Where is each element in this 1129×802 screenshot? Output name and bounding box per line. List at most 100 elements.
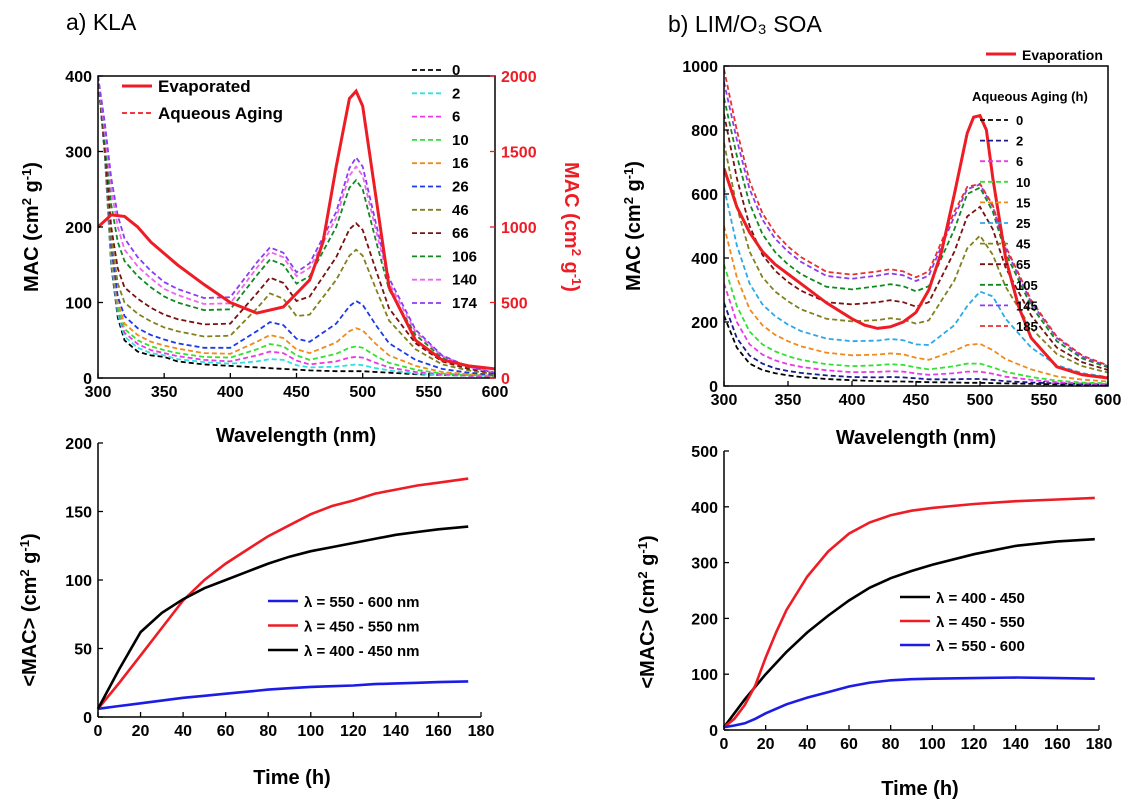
series-clip — [724, 69, 1108, 386]
x-tick-label: 500 — [967, 392, 994, 409]
panel-b-bottom: 0 20 40 60 80 100 120 140 160 180 0 100 200 300 400 50… — [635, 444, 1113, 800]
x-tick-label: 80 — [259, 723, 277, 740]
y-tick-label: 800 — [691, 123, 718, 140]
x-tick-label: 400 — [217, 384, 244, 401]
x-tick-label: 160 — [1044, 736, 1071, 753]
legend-label: 145 — [1016, 298, 1038, 313]
legend-label: 140 — [452, 272, 477, 289]
x-tick-label: 300 — [85, 384, 112, 401]
x-tick-label: 60 — [840, 736, 858, 753]
x-tick-label: 300 — [711, 392, 738, 409]
legend-label: 2 — [452, 85, 460, 102]
legend-label: 66 — [452, 225, 469, 242]
aging-curve-105 — [724, 97, 1108, 369]
legend-title: Aqueous Aging (h) — [972, 89, 1088, 104]
x-tick-label: 140 — [1002, 736, 1029, 753]
x-tick-label: 400 — [839, 392, 866, 409]
aging-curve-10 — [724, 264, 1108, 385]
x-tick-label: 0 — [720, 736, 729, 753]
x-tick-label: 140 — [383, 723, 410, 740]
y-tick-label: 400 — [65, 69, 92, 86]
aging-curve-2 — [724, 302, 1108, 386]
x-axis-label: Time (h) — [253, 767, 330, 789]
x-tick-label: 500 — [349, 384, 376, 401]
y-tick-label: 0 — [709, 723, 718, 740]
series-line-450-550 — [723, 496, 1095, 729]
series-line-550-600 — [723, 676, 1095, 729]
y-tick-label: 0 — [83, 371, 92, 388]
aging-curve-6 — [724, 283, 1108, 385]
legend-label: 10 — [452, 132, 469, 149]
legend-label: 106 — [452, 248, 477, 265]
x-tick-label: 120 — [961, 736, 988, 753]
x-tick-label: 180 — [1086, 736, 1113, 753]
legend: Evaporation Aqueous Aging (h) 0 2 6 10 15 25 45 6… — [972, 47, 1103, 334]
x-tick-label: 20 — [757, 736, 775, 753]
x-tick-label: 40 — [798, 736, 816, 753]
series-clip — [98, 76, 495, 378]
legend-label: Evaporation — [1022, 47, 1103, 63]
aging-curve-16 — [98, 76, 495, 377]
y-tick-label: 200 — [691, 315, 718, 332]
y-axis: 0 100 200 300 400 500 — [691, 444, 729, 740]
legend-label: 174 — [452, 295, 478, 312]
aging-curve-185 — [724, 69, 1108, 367]
y-tick-label: 100 — [65, 573, 92, 590]
x-axis: 0 20 40 60 80 100 120 140 160 180 — [94, 712, 494, 740]
y2-tick-label: 1000 — [501, 220, 537, 237]
series-line-400-450 — [722, 537, 1095, 728]
x-tick-label: 350 — [775, 392, 802, 409]
series-layer — [722, 496, 1095, 729]
legend-label: λ = 400 - 450 nm — [304, 643, 420, 660]
x-axis: 300 350 400 450 500 550 600 — [85, 373, 508, 401]
aging-curve-10 — [98, 76, 495, 377]
legend-label: 0 — [1016, 113, 1023, 128]
aging-curve-46 — [98, 76, 495, 376]
x-axis: 300 350 400 450 500 550 600 — [711, 381, 1121, 409]
x-tick-label: 450 — [283, 384, 310, 401]
x-axis-label: Wavelength (nm) — [216, 425, 376, 447]
y-axis: 0 50 100 150 200 — [65, 436, 103, 727]
panel-a-bottom: 0 20 40 60 80 100 120 140 160 180 0 50 100 150 200 Ti… — [17, 436, 495, 789]
legend-label: λ = 400 - 450 — [936, 590, 1025, 607]
y-tick-label: 100 — [65, 296, 92, 313]
aging-curve-26 — [98, 76, 495, 376]
legend-label: 46 — [452, 202, 469, 219]
y2-axis: 0 500 1000 1500 2000 — [490, 69, 537, 388]
y-tick-label: 0 — [709, 379, 718, 396]
x-tick-label: 40 — [174, 723, 192, 740]
x-tick-label: 100 — [919, 736, 946, 753]
legend-label: 6 — [1016, 154, 1023, 169]
y-tick-label: 500 — [691, 444, 718, 461]
legend-label: λ = 450 - 550 — [936, 614, 1025, 631]
aging-curve-65 — [724, 113, 1108, 371]
y-tick-label: 1000 — [682, 59, 718, 76]
y2-axis-label: MAC (cm2 g-1) — [560, 162, 585, 292]
evaporated-curve — [98, 88, 495, 371]
legend-label: 65 — [1016, 257, 1030, 272]
x-tick-label: 160 — [425, 723, 452, 740]
legend-label: Aqueous Aging — [158, 104, 283, 123]
aging-curve-45 — [724, 142, 1108, 374]
y-tick-label: 600 — [691, 187, 718, 204]
legend: λ = 550 - 600 nm λ = 450 - 550 nm λ = 400 … — [268, 594, 420, 660]
aging-curve-0 — [98, 76, 495, 378]
y2-tick-label: 500 — [501, 296, 528, 313]
aging-curve-2 — [98, 76, 495, 378]
y-tick-label: 200 — [691, 611, 718, 628]
x-axis: 0 20 40 60 80 100 120 140 160 180 — [720, 725, 1113, 753]
series-layer — [98, 76, 495, 378]
x-tick-label: 100 — [297, 723, 324, 740]
series-layer — [96, 477, 469, 711]
x-tick-label: 80 — [882, 736, 900, 753]
y2-tick-label: 0 — [501, 371, 510, 388]
legend-label: 0 — [452, 62, 460, 79]
evaporated-curve — [724, 113, 1108, 380]
legend: λ = 400 - 450 λ = 450 - 550 λ = 550 - 600 — [900, 590, 1025, 655]
panel-b-top: b) LIM/O₃ SOA 300 350 400 450 500 550 600 0200… — [621, 11, 1122, 449]
y-axis-label: MAC (cm2 g-1) — [621, 161, 646, 291]
series-line-550-600 — [97, 680, 469, 711]
legend-label: λ = 550 - 600 nm — [304, 594, 420, 611]
